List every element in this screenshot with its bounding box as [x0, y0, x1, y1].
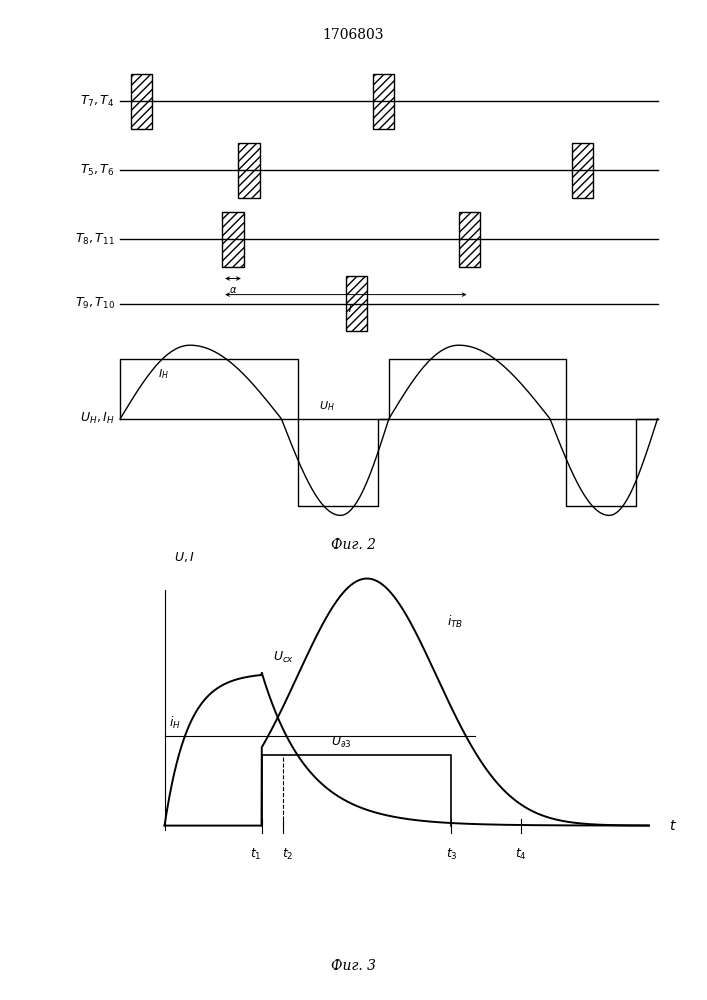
- Text: $U_H$: $U_H$: [319, 400, 335, 413]
- Bar: [571, 143, 593, 198]
- Text: $T_5,T_6$: $T_5,T_6$: [80, 163, 115, 178]
- Bar: [571, 143, 593, 198]
- Text: $t_2$: $t_2$: [282, 847, 294, 862]
- Text: $T$: $T$: [346, 302, 356, 314]
- Text: $U_H,I_H$: $U_H,I_H$: [81, 411, 115, 426]
- Bar: [346, 276, 368, 331]
- Bar: [222, 212, 244, 267]
- Text: $U_{cx}$: $U_{cx}$: [274, 650, 295, 665]
- Text: $t_4$: $t_4$: [515, 847, 527, 862]
- Bar: [373, 74, 395, 129]
- Text: $i_{TB}$: $i_{TB}$: [447, 614, 463, 630]
- Text: $T_7,T_4$: $T_7,T_4$: [80, 94, 115, 109]
- Bar: [131, 74, 153, 129]
- Bar: [459, 212, 480, 267]
- Bar: [238, 143, 260, 198]
- Text: $t_3$: $t_3$: [445, 847, 457, 862]
- Text: $U_{\partial3}$: $U_{\partial3}$: [331, 735, 351, 750]
- Text: Фиг. 3: Фиг. 3: [331, 959, 376, 973]
- Bar: [459, 212, 480, 267]
- Text: $\alpha$: $\alpha$: [229, 285, 237, 295]
- Text: $t_1$: $t_1$: [250, 847, 262, 862]
- Text: $t$: $t$: [669, 819, 677, 833]
- Bar: [238, 143, 260, 198]
- Bar: [346, 276, 368, 331]
- Text: $T_8,T_{11}$: $T_8,T_{11}$: [75, 232, 115, 247]
- Text: $I_H$: $I_H$: [158, 367, 169, 381]
- Text: Фиг. 2: Фиг. 2: [331, 538, 376, 552]
- Text: $i_H$: $i_H$: [169, 715, 181, 731]
- Bar: [222, 212, 244, 267]
- Bar: [131, 74, 153, 129]
- Text: $U,I$: $U,I$: [174, 550, 194, 564]
- Bar: [373, 74, 395, 129]
- Text: 1706803: 1706803: [323, 28, 384, 42]
- Text: $T_9,T_{10}$: $T_9,T_{10}$: [75, 296, 115, 311]
